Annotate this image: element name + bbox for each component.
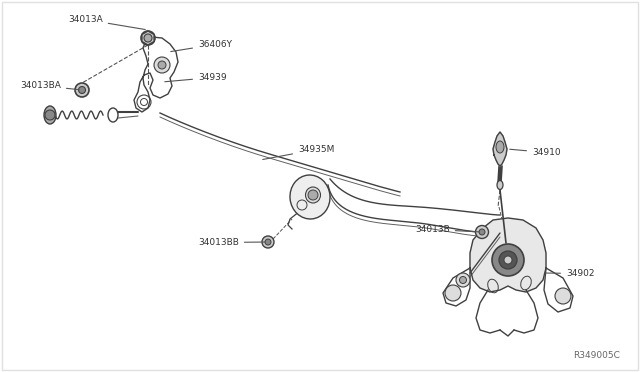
Circle shape — [504, 256, 512, 264]
Polygon shape — [142, 31, 154, 45]
Circle shape — [45, 110, 55, 120]
Ellipse shape — [496, 141, 504, 153]
Ellipse shape — [305, 187, 321, 203]
Text: 34902: 34902 — [546, 269, 595, 278]
Text: R349005C: R349005C — [573, 351, 620, 360]
Circle shape — [445, 285, 461, 301]
Circle shape — [144, 34, 152, 42]
Text: 34013BB: 34013BB — [198, 238, 265, 247]
Polygon shape — [470, 218, 546, 292]
Text: 34910: 34910 — [510, 148, 561, 157]
Circle shape — [492, 244, 524, 276]
Circle shape — [262, 236, 274, 248]
Circle shape — [499, 251, 517, 269]
Text: 36406Y: 36406Y — [171, 40, 232, 52]
Circle shape — [265, 239, 271, 245]
Circle shape — [460, 276, 467, 283]
Ellipse shape — [497, 180, 503, 189]
Circle shape — [476, 225, 488, 238]
Circle shape — [158, 61, 166, 69]
Text: 34013BA: 34013BA — [20, 81, 79, 90]
Text: 34935M: 34935M — [263, 145, 334, 160]
Text: 34013A: 34013A — [68, 15, 145, 29]
Circle shape — [308, 190, 318, 200]
Circle shape — [555, 288, 571, 304]
Circle shape — [479, 229, 485, 235]
Ellipse shape — [290, 175, 330, 219]
Circle shape — [141, 31, 155, 45]
Ellipse shape — [44, 106, 56, 124]
Circle shape — [456, 273, 470, 287]
Circle shape — [154, 57, 170, 73]
Text: 34939: 34939 — [164, 73, 227, 82]
Circle shape — [79, 87, 86, 93]
Polygon shape — [493, 132, 507, 166]
Text: 34013B: 34013B — [415, 225, 479, 234]
Circle shape — [75, 83, 89, 97]
